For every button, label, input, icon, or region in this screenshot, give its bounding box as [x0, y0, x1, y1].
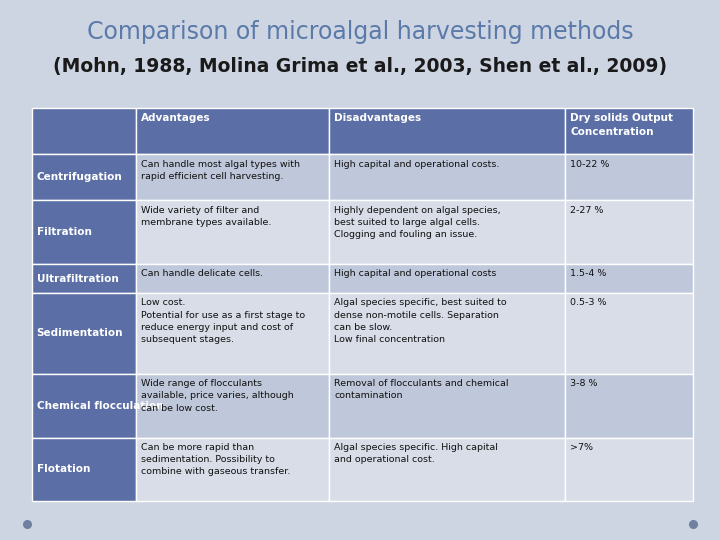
Bar	[136, 374, 329, 437]
Bar	[329, 293, 565, 374]
Bar	[329, 108, 565, 154]
Text: Wide range of flocculants
available, price varies, although
can be low cost.: Wide range of flocculants available, pri…	[141, 379, 294, 413]
Text: High capital and operational costs.: High capital and operational costs.	[334, 160, 500, 168]
Bar	[329, 154, 565, 200]
Bar	[565, 374, 693, 437]
Text: 2-27 %: 2-27 %	[570, 206, 603, 215]
Bar	[32, 437, 136, 501]
Bar	[136, 108, 329, 154]
Text: 3-8 %: 3-8 %	[570, 379, 598, 388]
Text: Centrifugation: Centrifugation	[37, 172, 122, 183]
Text: (Mohn, 1988, Molina Grima et al., 2003, Shen et al., 2009): (Mohn, 1988, Molina Grima et al., 2003, …	[53, 57, 667, 77]
Bar	[32, 293, 136, 374]
Bar	[565, 108, 693, 154]
Text: 1.5-4 %: 1.5-4 %	[570, 269, 606, 279]
Text: Advantages: Advantages	[141, 113, 211, 124]
Text: 0.5-3 %: 0.5-3 %	[570, 299, 607, 307]
Text: Highly dependent on algal species,
best suited to large algal cells.
Clogging an: Highly dependent on algal species, best …	[334, 206, 501, 239]
Bar	[565, 264, 693, 293]
Bar	[32, 264, 136, 293]
Bar	[329, 374, 565, 437]
Bar	[32, 154, 136, 200]
Bar	[136, 200, 329, 264]
Bar	[329, 200, 565, 264]
Bar	[565, 293, 693, 374]
Text: Low cost.
Potential for use as a first stage to
reduce energy input and cost of
: Low cost. Potential for use as a first s…	[141, 299, 305, 344]
Text: Can handle delicate cells.: Can handle delicate cells.	[141, 269, 264, 279]
Text: >7%: >7%	[570, 443, 593, 452]
Text: Removal of flocculants and chemical
contamination: Removal of flocculants and chemical cont…	[334, 379, 508, 401]
Text: High capital and operational costs: High capital and operational costs	[334, 269, 497, 279]
Text: Dry solids Output
Concentration: Dry solids Output Concentration	[570, 113, 673, 137]
Bar	[329, 264, 565, 293]
Bar	[136, 437, 329, 501]
Bar	[136, 293, 329, 374]
Text: Flotation: Flotation	[37, 464, 90, 474]
Bar	[32, 200, 136, 264]
Bar	[329, 437, 565, 501]
Bar	[565, 200, 693, 264]
Bar	[32, 108, 136, 154]
Text: Comparison of microalgal harvesting methods: Comparison of microalgal harvesting meth…	[86, 21, 634, 44]
Bar	[565, 437, 693, 501]
Bar	[32, 374, 136, 437]
Text: Algal species specific, best suited to
dense non-motile cells. Separation
can be: Algal species specific, best suited to d…	[334, 299, 507, 344]
Text: Algal species specific. High capital
and operational cost.: Algal species specific. High capital and…	[334, 443, 498, 464]
Bar	[136, 264, 329, 293]
Text: 10-22 %: 10-22 %	[570, 160, 610, 168]
Text: Chemical flocculation: Chemical flocculation	[37, 401, 163, 411]
Text: Ultrafiltration: Ultrafiltration	[37, 274, 119, 284]
Text: Sedimentation: Sedimentation	[37, 328, 123, 339]
Text: Filtration: Filtration	[37, 227, 91, 237]
Bar	[565, 154, 693, 200]
Text: Can be more rapid than
sedimentation. Possibility to
combine with gaseous transf: Can be more rapid than sedimentation. Po…	[141, 443, 291, 476]
Bar	[136, 154, 329, 200]
Text: Can handle most algal types with
rapid efficient cell harvesting.: Can handle most algal types with rapid e…	[141, 160, 300, 181]
Text: Wide variety of filter and
membrane types available.: Wide variety of filter and membrane type…	[141, 206, 271, 227]
Text: Disadvantages: Disadvantages	[334, 113, 421, 124]
